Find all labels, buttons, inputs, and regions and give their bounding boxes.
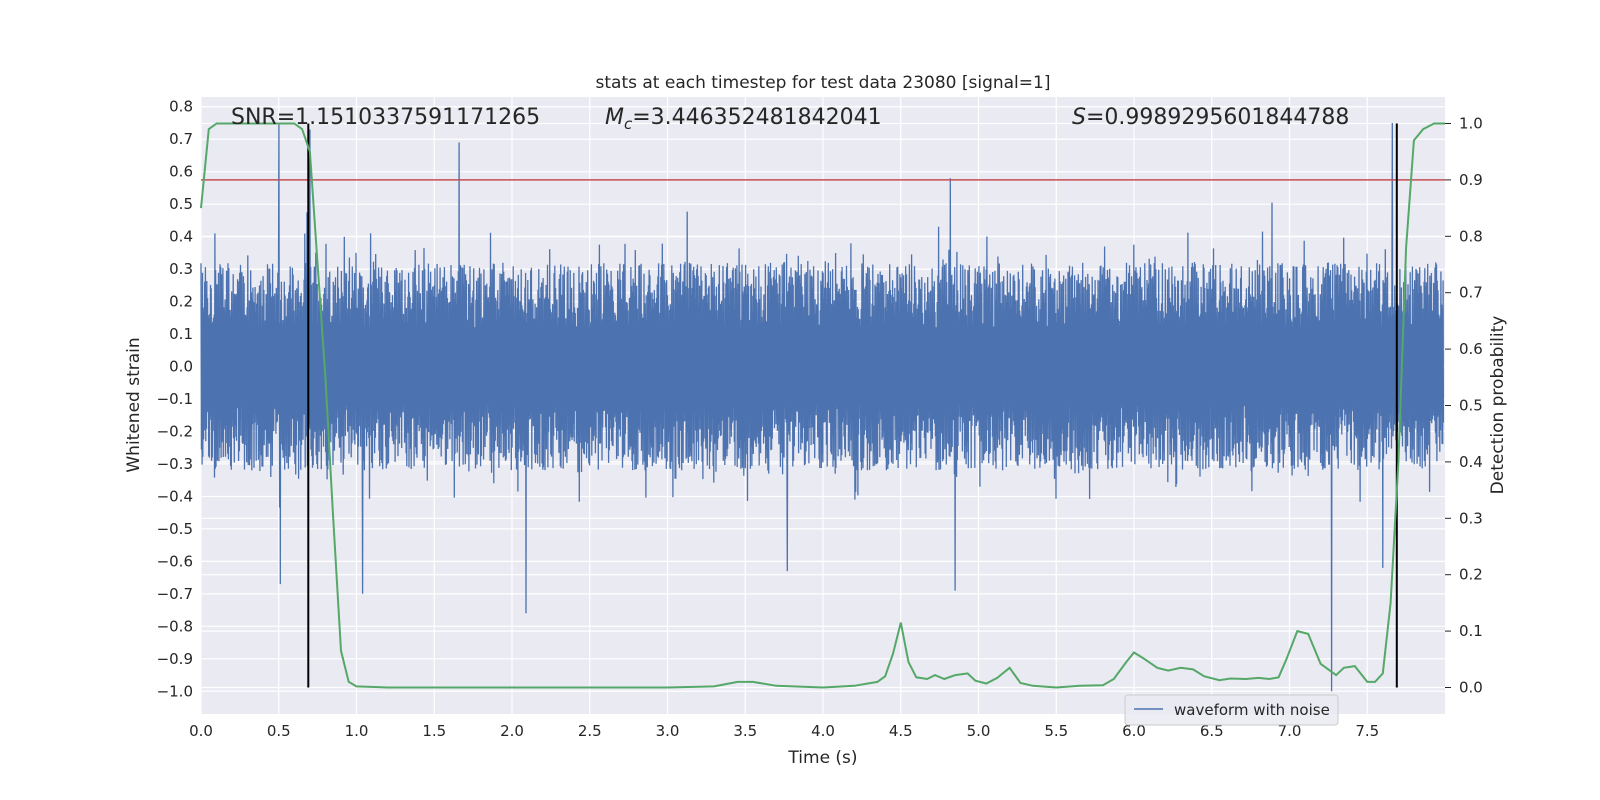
x-axis-title: Time (s) [787, 748, 857, 768]
y-tick-label: −0.6 [157, 552, 193, 570]
y-tick-label: −0.4 [157, 487, 193, 505]
snr-annotation: SNR=1.1510337591171265 [231, 105, 540, 130]
y-tick-label: 0.5 [169, 195, 193, 213]
probability-line [200, 122, 1445, 689]
x-tick-label: 0.5 [267, 722, 291, 740]
y-tick-label: −0.1 [157, 390, 193, 408]
y2-tick-label: 0.9 [1459, 171, 1483, 189]
y-tick-label: −0.7 [157, 585, 193, 603]
s-symbol: S [1072, 105, 1086, 130]
x-tick-label: 2.0 [500, 722, 524, 740]
y-axis-title: Whitened strain [124, 337, 144, 472]
y-tick-label: −0.8 [157, 617, 193, 635]
y-tick-label: 0.4 [169, 228, 193, 246]
y-tick-label: 0.3 [169, 260, 193, 278]
y-tick-label: 0.6 [169, 163, 193, 181]
x-tick-label: 4.5 [889, 722, 913, 740]
y-tick-label: 0.0 [169, 358, 193, 376]
s-value: =0.9989295601844788 [1086, 105, 1349, 130]
legend-box [1124, 694, 1339, 726]
y-tick-label: 0.8 [169, 98, 193, 116]
mc-symbol: M [605, 105, 624, 130]
x-tick-label: 5.0 [967, 722, 991, 740]
x-tick-label: 7.5 [1355, 722, 1379, 740]
y-tick-label: 0.2 [169, 293, 193, 311]
y2-axis-ticks: 1.0 0.9 0.8 0.7 0.6 0.5 0.4 0.3 0.2 0.1 0.0 [1445, 115, 1483, 696]
y2-tick-label: 0.7 [1459, 284, 1483, 302]
x-tick-label: 7.0 [1278, 722, 1302, 740]
x-tick-label: 2.5 [578, 722, 602, 740]
x-tick-label: 3.5 [733, 722, 757, 740]
mc-value: =3.446352481842041 [632, 105, 881, 130]
x-tick-label: 5.5 [1044, 722, 1068, 740]
legend-label: waveform with noise [1174, 701, 1330, 719]
legend: waveform with noise [1124, 694, 1339, 726]
y2-tick-label: 0.1 [1459, 622, 1483, 640]
y-tick-label: −0.3 [157, 455, 193, 473]
x-axis-ticks: 0.0 0.5 1.0 1.5 2.0 2.5 3.0 3.5 4.0 4.5 5.0 5.5 6.0 6… [189, 722, 1379, 740]
y2-tick-label: 0.8 [1459, 227, 1483, 245]
waveform-line [200, 122, 1445, 692]
mc-annotation: Mc=3.446352481842041 [605, 105, 882, 133]
x-tick-label: 1.5 [422, 722, 446, 740]
y2-tick-label: 0.4 [1459, 453, 1483, 471]
y2-tick-label: 0.6 [1459, 340, 1483, 358]
x-tick-label: 6.5 [1200, 722, 1224, 740]
s-annotation: S=0.9989295601844788 [1072, 105, 1349, 130]
y-tick-label: 0.1 [169, 325, 193, 343]
x-tick-label: 3.0 [656, 722, 680, 740]
y2-tick-label: 0.3 [1459, 509, 1483, 527]
x-tick-label: 1.0 [345, 722, 369, 740]
waveform-series [200, 122, 1445, 692]
y2-tick-label: 0.5 [1459, 397, 1483, 415]
y2-tick-label: 0.0 [1459, 678, 1483, 696]
y2-tick-label: 0.2 [1459, 566, 1483, 584]
y-tick-label: −0.5 [157, 520, 193, 538]
y-tick-label: −0.2 [157, 422, 193, 440]
y2-tick-label: 1.0 [1459, 115, 1483, 133]
x-tick-label: 4.0 [811, 722, 835, 740]
y-tick-label: 0.7 [169, 130, 193, 148]
chart-title: stats at each timestep for test data 230… [596, 73, 1051, 93]
mc-subscript: c [624, 115, 633, 133]
y-tick-label: −0.9 [157, 650, 193, 668]
y-axis-ticks: 0.8 0.7 0.6 0.5 0.4 0.3 0.2 0.1 0.0 −0.1 −0.2 −0.3 −… [157, 98, 193, 701]
y2-axis-title: Detection probability [1488, 316, 1508, 495]
x-tick-label: 0.0 [189, 722, 213, 740]
y-tick-label: −1.0 [157, 682, 193, 700]
x-tick-label: 6.0 [1122, 722, 1146, 740]
